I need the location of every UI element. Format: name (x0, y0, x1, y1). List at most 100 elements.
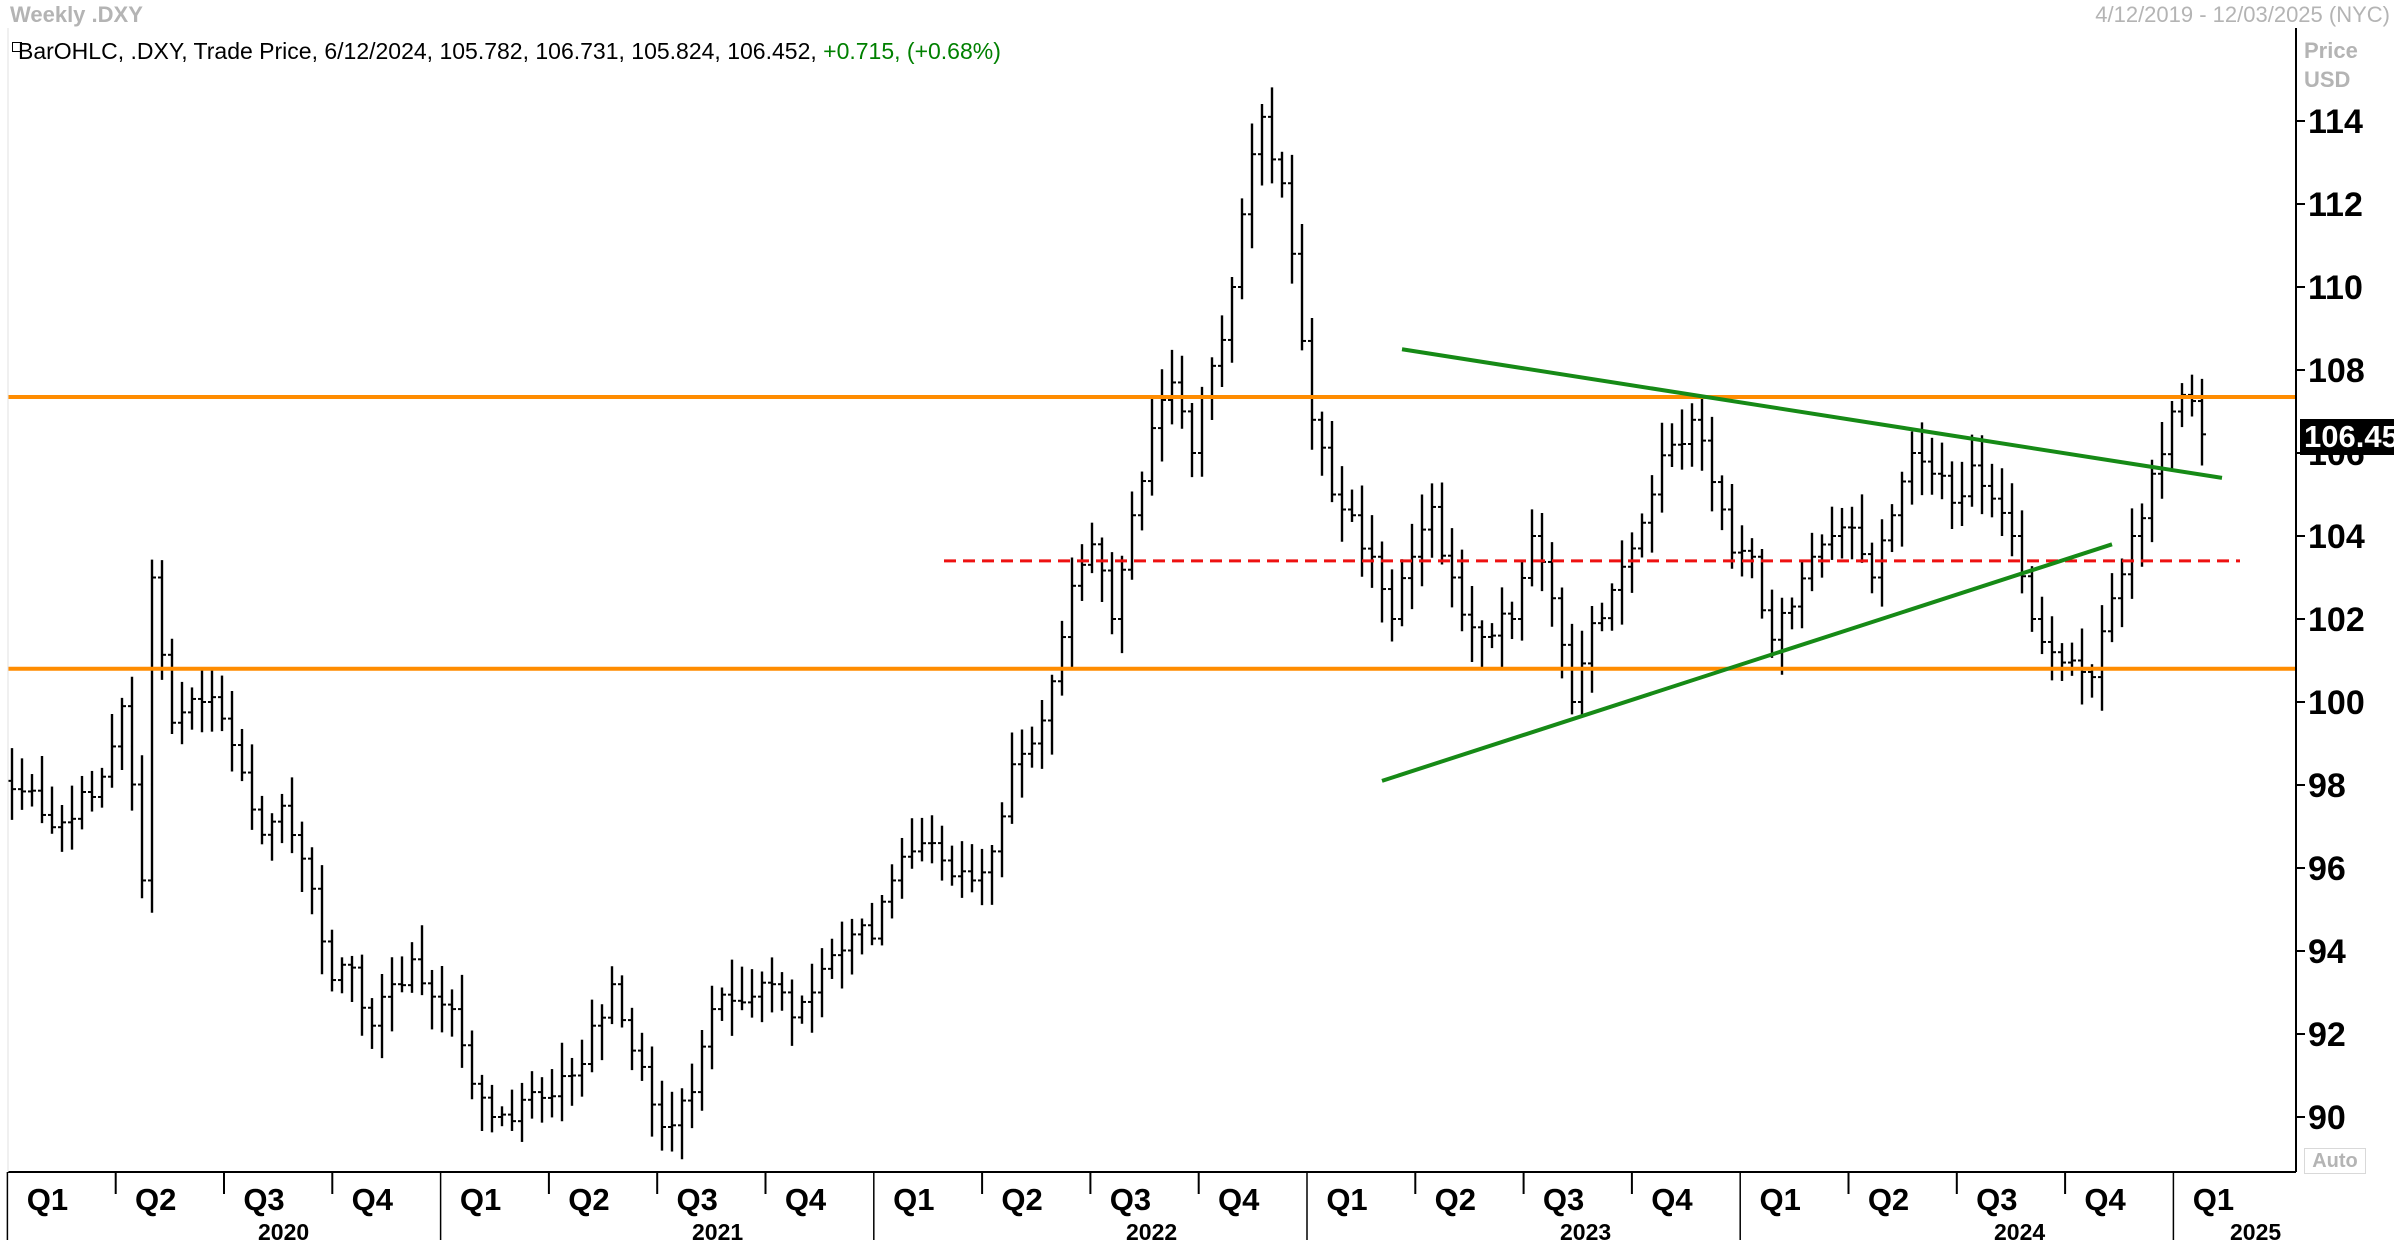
ohlc-bar (2028, 566, 2036, 632)
ohlc-bar (1618, 540, 1626, 625)
ohlc-bar (1548, 542, 1556, 627)
ohlc-bar (38, 755, 46, 824)
ohlc-bar (1968, 434, 1976, 507)
price-tick-label: 100 (2308, 684, 2365, 722)
ohlc-bar (1088, 522, 1096, 574)
ohlc-bar (1788, 597, 1796, 630)
ohlc-bar (568, 1057, 576, 1106)
ohlc-bar (1518, 561, 1526, 641)
price-tick-label: 110 (2308, 269, 2363, 307)
price-tick-label: 114 (2308, 103, 2363, 141)
quarter-tick-label: Q4 (785, 1182, 827, 1217)
quarter-tick-label: Q2 (1868, 1182, 1909, 1217)
ohlc-bar (188, 687, 196, 730)
price-tick-label: 104 (2308, 518, 2365, 556)
ohlc-bars (8, 87, 2206, 1160)
ohlc-bar (1078, 544, 1086, 601)
price-unit-label: Price (2304, 38, 2358, 63)
price-tick-label: 102 (2308, 601, 2365, 639)
price-tick-label: 94 (2308, 933, 2346, 971)
ohlc-bar (1168, 349, 1176, 425)
price-tick-label: 98 (2308, 767, 2346, 805)
ohlc-bar (468, 1030, 476, 1100)
date-range: 4/12/2019 - 12/03/2025 (NYC) (2095, 2, 2390, 27)
ohlc-bar (478, 1074, 486, 1131)
price-tick-label: 90 (2308, 1099, 2346, 1137)
ohlc-bar (2008, 483, 2016, 557)
ohlc-bar (1608, 583, 1616, 631)
ohlc-bar (2158, 422, 2166, 499)
ohlc-bar (1138, 471, 1146, 531)
ohlc-bar (1188, 402, 1196, 478)
ohlc-bar (278, 793, 286, 844)
ohlc-bar (258, 795, 266, 845)
ohlc-bar (168, 638, 176, 734)
ohlc-bar (888, 864, 896, 919)
ohlc-bar (1258, 103, 1266, 186)
ohlc-bar (1028, 726, 1036, 768)
trendline (1401, 347, 2223, 480)
ohlc-bar (1378, 541, 1386, 623)
ohlc-bar (1868, 542, 1876, 594)
ohlc-bar (158, 560, 166, 680)
ohlc-bar (1998, 468, 2006, 537)
year-label: 2025 (2230, 1219, 2281, 1245)
ohlc-bar (1008, 732, 1016, 824)
ohlc-bar (1298, 223, 1306, 351)
ohlc-bar (1248, 123, 1256, 249)
ohlc-bar (1718, 475, 1726, 531)
auto-scale-button[interactable]: Auto (2304, 1148, 2366, 1174)
ohlc-bar (1158, 369, 1166, 462)
ohlc-bar (638, 1032, 646, 1081)
ohlc-bar (608, 966, 616, 1025)
ohlc-bar (308, 847, 316, 915)
ohlc-bar (718, 987, 726, 1021)
ohlc-bar (878, 894, 886, 946)
ohlc-bar (1118, 555, 1126, 654)
ohlc-bar (1768, 589, 1776, 658)
price-tick-label: 92 (2308, 1016, 2346, 1054)
ohlc-bar (2148, 459, 2156, 543)
ohlc-bar (988, 844, 996, 905)
ohlc-bar (1038, 699, 1046, 769)
year-label: 2021 (692, 1219, 743, 1245)
chart-title: Weekly .DXY (10, 2, 143, 27)
ohlc-bar (918, 817, 926, 862)
ohlc-bar (388, 957, 396, 1032)
ohlc-bar (2078, 628, 2086, 705)
ohlc-bar (2038, 596, 2046, 655)
ohlc-bar (1778, 597, 1786, 675)
ohlc-bar (1798, 559, 1806, 629)
year-label: 2022 (1126, 1219, 1177, 1245)
ohlc-bar (598, 1004, 606, 1061)
ohlc-bar (798, 995, 806, 1024)
ohlc-bar (828, 938, 836, 979)
ohlc-bar (28, 774, 36, 807)
ohlc-bar (688, 1063, 696, 1129)
ohlc-bar (1458, 549, 1466, 632)
last-price-marker: 106.452 (2300, 419, 2394, 455)
ohlc-bar (488, 1084, 496, 1133)
ohlc-bar (298, 821, 306, 892)
ohlc-bar (1898, 471, 1906, 547)
ohlc-bar (1508, 601, 1516, 640)
ohlc-bar (458, 974, 466, 1068)
ohlc-bar (998, 802, 1006, 878)
ohlc-bar (148, 559, 156, 913)
quarter-tick-label: Q3 (1543, 1182, 1584, 1217)
ohlc-bar (418, 925, 426, 996)
ohlc-bar (68, 785, 76, 850)
ohlc-bar (1828, 506, 1836, 560)
ohlc-bar (668, 1091, 676, 1152)
ohlc-bar (1688, 403, 1696, 467)
ohlc-bar (928, 815, 936, 864)
ohlc-bar (1748, 538, 1756, 579)
ohlc-bar (968, 844, 976, 893)
ohlc-bar (1338, 466, 1346, 542)
ohlc-bar (698, 1029, 706, 1111)
ohlc-bar (1288, 154, 1296, 284)
ohlc-bar (978, 848, 986, 906)
ohlc-bar (818, 948, 826, 1018)
